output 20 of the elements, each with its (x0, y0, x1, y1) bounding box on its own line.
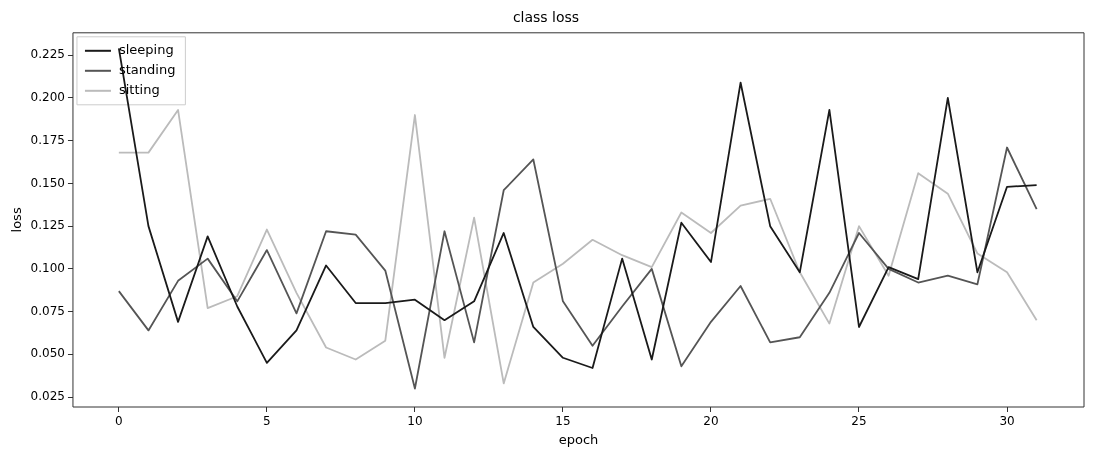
y-tick-label: 0.225 (30, 47, 65, 62)
y-tick-label: 0.125 (30, 218, 65, 233)
y-tick-label: 0.050 (30, 346, 65, 361)
x-tick-label: 15 (555, 414, 571, 429)
legend-label: sleeping (118, 42, 174, 58)
y-axis-title: loss (9, 207, 25, 233)
x-tick-label: 20 (703, 414, 719, 429)
x-tick-label: 30 (999, 414, 1015, 429)
x-tick-label: 5 (263, 414, 271, 429)
y-tick-label: 0.200 (30, 90, 65, 105)
chart-title: class loss (512, 9, 580, 26)
x-tick-label: 10 (407, 414, 423, 429)
y-tick-label: 0.150 (30, 175, 65, 190)
y-tick-label: 0.075 (30, 303, 65, 318)
y-tick-label: 0.175 (30, 132, 65, 147)
y-tick-label: 0.100 (30, 261, 65, 275)
x-tick-label: 0 (115, 414, 123, 429)
x-axis-title: epoch (558, 431, 599, 447)
y-tick-label: 0.025 (30, 389, 65, 404)
x-tick-label: 25 (851, 414, 867, 429)
